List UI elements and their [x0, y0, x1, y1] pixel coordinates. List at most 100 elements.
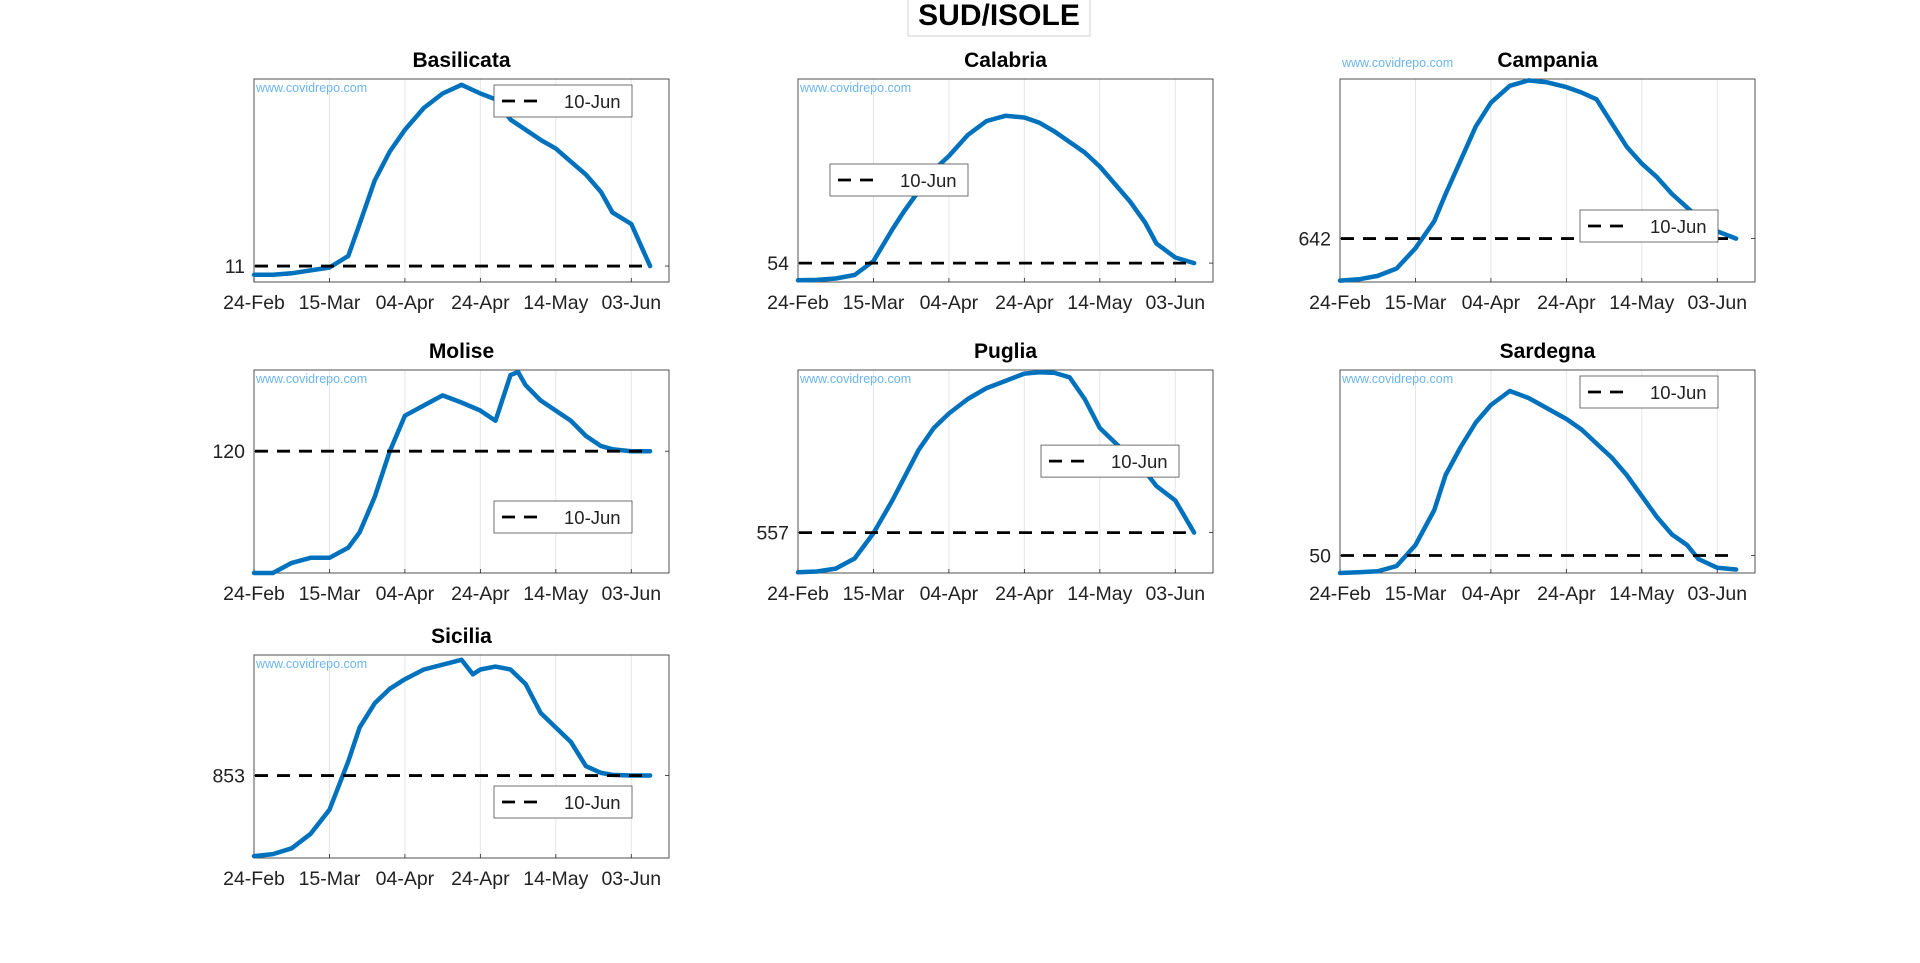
x-tick-label: 24-Apr [451, 868, 510, 890]
x-tick-label: 14-May [523, 292, 588, 314]
series-line [1337, 388, 1739, 576]
x-tick-label: 03-Jun [601, 292, 661, 314]
x-tick-label: 15-Mar [843, 292, 905, 314]
x-tick-label: 03-Jun [601, 868, 661, 890]
subplot-title: Campania [1497, 49, 1598, 72]
x-tick-label: 03-Jun [1687, 292, 1747, 314]
y-tick-label: 54 [767, 253, 789, 275]
legend-label: 10-Jun [1650, 216, 1707, 237]
legend: 10-Jun [1579, 209, 1719, 243]
axes-box [1339, 369, 1756, 574]
suptitle-group: SUD/ISOLE [907, 0, 1091, 37]
plot-area [254, 655, 669, 858]
watermark: www.covidrepo.com [1341, 372, 1453, 386]
watermark: www.covidrepo.com [799, 81, 911, 95]
subplot-sardegna: 24-Feb 15-Mar 04-Apr 24-Apr 14-May 03-Jun 50 ww… [1309, 340, 1756, 605]
watermark: www.covidrepo.com [1341, 56, 1453, 70]
legend-box [1579, 375, 1719, 409]
y-tick-label: 11 [225, 256, 245, 278]
x-tick-label: 03-Jun [1145, 583, 1205, 605]
x-tick-label: 24-Feb [223, 868, 285, 890]
x-tick-label: 15-Mar [299, 292, 361, 314]
x-tick-label: 04-Apr [376, 583, 435, 605]
subplots: 24-Feb 15-Mar 04-Apr 24-Apr 14-May 03-Jun 11 ww… [212, 49, 1756, 890]
x-tick-label: 15-Mar [299, 868, 361, 890]
axes-box [797, 369, 1214, 574]
axes-box [1339, 78, 1756, 283]
x-tick-label: 15-Mar [299, 583, 361, 605]
x-tick-label: 14-May [1067, 583, 1132, 605]
axes-box [253, 78, 670, 283]
legend: 10-Jun [493, 84, 633, 118]
watermark: www.covidrepo.com [799, 372, 911, 386]
subplot-molise: 24-Feb 15-Mar 04-Apr 24-Apr 14-May 03-Jun 120 w… [212, 340, 670, 605]
series-line [1337, 78, 1739, 283]
legend-box [1579, 209, 1719, 243]
x-tick-label: 14-May [523, 868, 588, 890]
legend: 10-Jun [493, 500, 633, 534]
legend-label: 10-Jun [1111, 451, 1168, 472]
watermark: www.covidrepo.com [255, 657, 367, 671]
y-tick-label: 50 [1309, 546, 1331, 568]
x-tick-label: 14-May [1609, 292, 1674, 314]
subplot-title: Sicilia [431, 625, 492, 648]
subplot-title: Sardegna [1500, 340, 1596, 363]
x-tick-label: 24-Apr [451, 583, 510, 605]
axes-box [253, 369, 670, 574]
series-line [251, 657, 653, 859]
legend-label: 10-Jun [564, 792, 621, 813]
x-tick-label: 24-Apr [1537, 292, 1596, 314]
legend-label: 10-Jun [564, 507, 621, 528]
x-tick-label: 04-Apr [1462, 292, 1521, 314]
x-tick-label: 24-Apr [1537, 583, 1596, 605]
x-tick-label: 04-Apr [1462, 583, 1521, 605]
subplot-campania: 24-Feb 15-Mar 04-Apr 24-Apr 14-May 03-Jun 642 w… [1298, 49, 1756, 314]
legend-box [1040, 444, 1180, 478]
x-tick-label: 24-Apr [451, 292, 510, 314]
series-line [251, 369, 653, 576]
x-tick-label: 24-Apr [995, 583, 1054, 605]
x-tick-label: 24-Apr [995, 292, 1054, 314]
axes-box [797, 78, 1214, 283]
legend-label: 10-Jun [1650, 382, 1707, 403]
legend-box [829, 163, 969, 197]
x-tick-label: 03-Jun [1687, 583, 1747, 605]
x-tick-label: 04-Apr [376, 868, 435, 890]
x-tick-label: 14-May [523, 583, 588, 605]
x-tick-label: 15-Mar [1385, 292, 1447, 314]
subplot-title: Molise [429, 340, 494, 363]
x-tick-label: 03-Jun [601, 583, 661, 605]
suptitle-box [907, 0, 1091, 37]
suptitle: SUD/ISOLE [918, 0, 1080, 32]
x-tick-label: 14-May [1609, 583, 1674, 605]
y-tick-label: 642 [1298, 229, 1331, 251]
x-tick-label: 04-Apr [920, 583, 979, 605]
x-tick-label: 03-Jun [1145, 292, 1205, 314]
legend: 10-Jun [829, 163, 969, 197]
legend: 10-Jun [1579, 375, 1719, 409]
subplot-title: Calabria [964, 49, 1047, 72]
legend: 10-Jun [1040, 444, 1180, 478]
subplot-puglia: 24-Feb 15-Mar 04-Apr 24-Apr 14-May 03-Jun 557 w… [756, 340, 1214, 605]
x-tick-label: 24-Feb [223, 292, 285, 314]
x-tick-label: 15-Mar [1385, 583, 1447, 605]
plot-area [1340, 79, 1755, 282]
y-tick-label: 853 [212, 766, 245, 788]
x-tick-label: 15-Mar [843, 583, 905, 605]
legend-box [493, 500, 633, 534]
x-tick-label: 24-Feb [223, 583, 285, 605]
y-tick-label: 120 [212, 441, 245, 463]
x-tick-label: 04-Apr [920, 292, 979, 314]
series-line [795, 113, 1197, 283]
x-tick-label: 24-Feb [1309, 292, 1371, 314]
x-tick-label: 14-May [1067, 292, 1132, 314]
subplot-sicilia: 24-Feb 15-Mar 04-Apr 24-Apr 14-May 03-Jun 853 w… [212, 625, 670, 890]
subplot-basilicata: 24-Feb 15-Mar 04-Apr 24-Apr 14-May 03-Jun 11 ww… [223, 49, 670, 314]
watermark: www.covidrepo.com [255, 372, 367, 386]
subplot-title: Basilicata [412, 49, 510, 72]
x-tick-label: 24-Feb [1309, 583, 1371, 605]
series-line [251, 82, 653, 278]
subplot-title: Puglia [974, 340, 1037, 363]
x-tick-label: 04-Apr [376, 292, 435, 314]
